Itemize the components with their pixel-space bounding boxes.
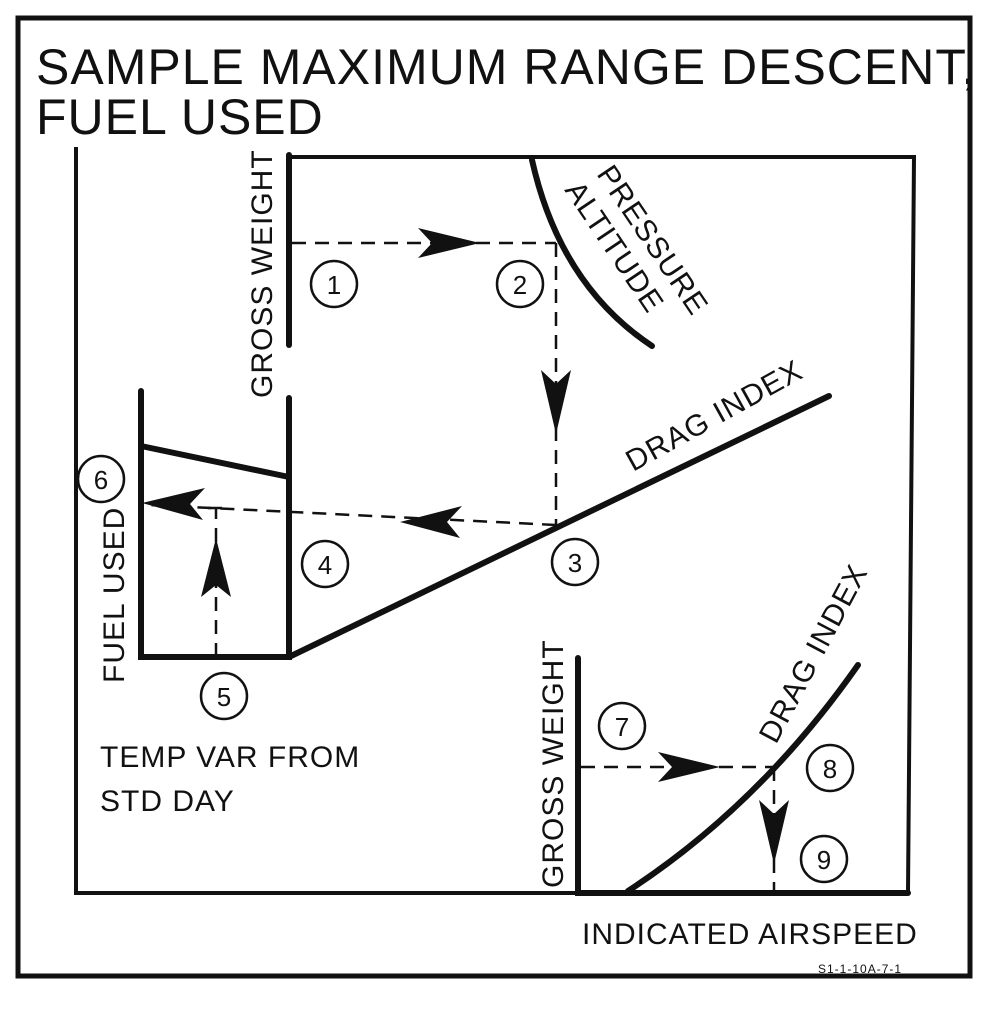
step-8-number: 8 bbox=[823, 754, 837, 784]
outer-frame bbox=[15, 15, 973, 979]
gross-weight-label-bottom: GROSS WEIGHT bbox=[537, 639, 570, 888]
arrow-left-icon bbox=[400, 506, 462, 538]
step-4-marker: 4 bbox=[300, 539, 350, 589]
fuel-used-box bbox=[138, 388, 292, 660]
step-9-marker: 9 bbox=[799, 834, 849, 884]
figure-code: S1-1-10A-7-1 bbox=[818, 962, 902, 976]
arrow-left-icon-2 bbox=[142, 488, 205, 520]
step-6-number: 6 bbox=[94, 465, 108, 495]
step-3-marker: 3 bbox=[550, 537, 600, 587]
step-1-number: 1 bbox=[327, 270, 341, 300]
arrow-down-icon bbox=[541, 370, 571, 434]
step-1-marker: 1 bbox=[309, 259, 359, 309]
step-9-number: 9 bbox=[817, 845, 831, 875]
arrow-right-icon bbox=[418, 228, 480, 258]
step-6-marker: 6 bbox=[76, 454, 126, 504]
step-5-number: 5 bbox=[217, 682, 231, 712]
drag-index-curve-bottom bbox=[625, 662, 861, 894]
fuel-used-label: FUEL USED bbox=[98, 507, 131, 683]
pressure-altitude-curve bbox=[529, 157, 655, 349]
arrow-down-icon-2 bbox=[759, 800, 789, 864]
gross-weight-label-top: GROSS WEIGHT bbox=[246, 149, 279, 398]
airspeed-axes bbox=[575, 655, 911, 896]
step-7-marker: 7 bbox=[597, 701, 647, 751]
step-7-number: 7 bbox=[615, 712, 629, 742]
step-3-number: 3 bbox=[568, 548, 582, 578]
arrow-up-icon bbox=[201, 538, 231, 597]
title-line-1: SAMPLE MAXIMUM RANGE DESCENT, bbox=[36, 39, 976, 95]
fuel-used-ref-line bbox=[138, 443, 292, 480]
temp-var-label-2: STD DAY bbox=[100, 785, 235, 818]
indicated-airspeed-label: INDICATED AIRSPEED bbox=[582, 918, 918, 951]
title-line-2: FUEL USED bbox=[36, 89, 324, 145]
inner-frame bbox=[74, 147, 917, 895]
step-4-number: 4 bbox=[318, 550, 332, 580]
drag-index-label-top: DRAG INDEX bbox=[620, 354, 808, 478]
temp-var-label-1: TEMP VAR FROM bbox=[100, 741, 360, 774]
step-2-marker: 2 bbox=[495, 259, 545, 309]
step-5-marker: 5 bbox=[199, 671, 249, 721]
step-2-number: 2 bbox=[513, 270, 527, 300]
drag-index-line-top bbox=[286, 393, 832, 660]
step-8-marker: 8 bbox=[805, 743, 855, 793]
arrow-right-icon-2 bbox=[658, 752, 720, 782]
